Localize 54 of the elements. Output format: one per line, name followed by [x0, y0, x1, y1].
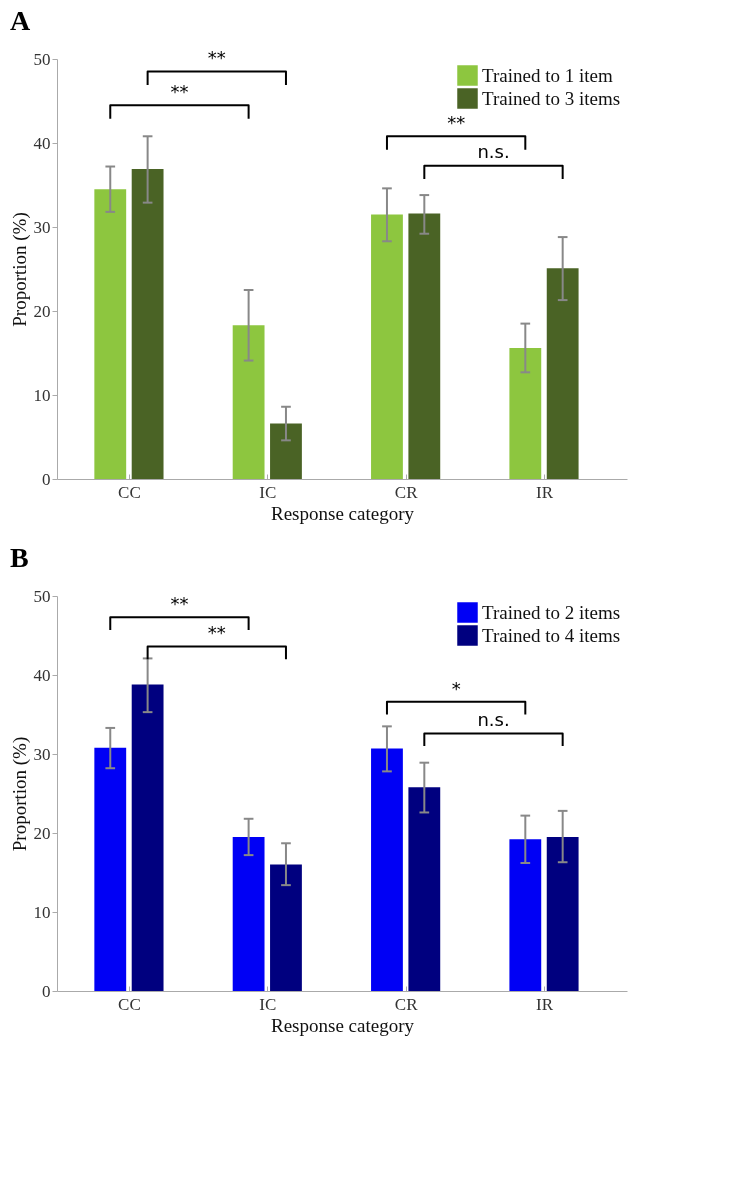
y-tick-label: 30 [33, 217, 51, 237]
legend-label: Trained to 1 item [482, 64, 613, 86]
bar [546, 836, 579, 991]
bar [94, 747, 127, 991]
y-tick-label: 20 [33, 301, 51, 321]
y-tick-label: 50 [33, 586, 51, 606]
bar [232, 325, 265, 479]
x-tick-label: CR [394, 482, 419, 502]
bar [546, 268, 579, 479]
bar [509, 839, 542, 991]
annotation: ** [447, 111, 466, 133]
chart-title: A [10, 5, 31, 36]
y-axis-title: Proportion (%) [8, 736, 31, 852]
chart-title: B [10, 542, 29, 573]
bar [371, 748, 403, 991]
bar [131, 684, 164, 991]
y-tick-label: 10 [33, 902, 51, 922]
x-tick-label: IR [535, 994, 554, 1014]
x-axis-title: Response category [271, 502, 415, 524]
y-tick-label: 0 [42, 469, 51, 489]
x-tick-label: CC [118, 994, 141, 1014]
x-tick-label: CC [118, 482, 141, 502]
bar [408, 213, 441, 479]
legend-label: Trained to 3 items [482, 87, 621, 109]
y-tick-label: 40 [33, 133, 51, 153]
annotation: ** [207, 622, 226, 644]
y-tick-label: 30 [33, 744, 51, 764]
bar [408, 787, 441, 991]
bar [509, 347, 542, 479]
annotation: * [451, 677, 461, 699]
annotation: n.s. [477, 141, 510, 163]
x-tick-label: IC [259, 994, 277, 1014]
x-tick-label: IR [535, 482, 554, 502]
y-tick-label: 40 [33, 665, 51, 685]
annotation: ** [170, 593, 189, 615]
bar [270, 423, 302, 479]
bar [270, 864, 302, 991]
bar [131, 169, 164, 479]
bar [371, 214, 403, 479]
annotation: ** [170, 80, 189, 102]
bar [232, 836, 265, 991]
x-tick-label: IC [259, 482, 277, 502]
annotation: ** [207, 47, 226, 69]
annotation: n.s. [477, 709, 510, 731]
x-tick-label: CR [394, 994, 419, 1014]
y-tick-label: 0 [42, 981, 51, 1001]
y-tick-label: 20 [33, 823, 51, 843]
bar [94, 189, 127, 479]
legend-label: Trained to 4 items [482, 624, 621, 646]
legend-label: Trained to 2 items [482, 601, 621, 623]
y-tick-label: 10 [33, 385, 51, 405]
x-axis-title: Response category [271, 1014, 415, 1036]
y-tick-label: 50 [33, 49, 51, 69]
y-axis-title: Proportion (%) [8, 212, 31, 327]
